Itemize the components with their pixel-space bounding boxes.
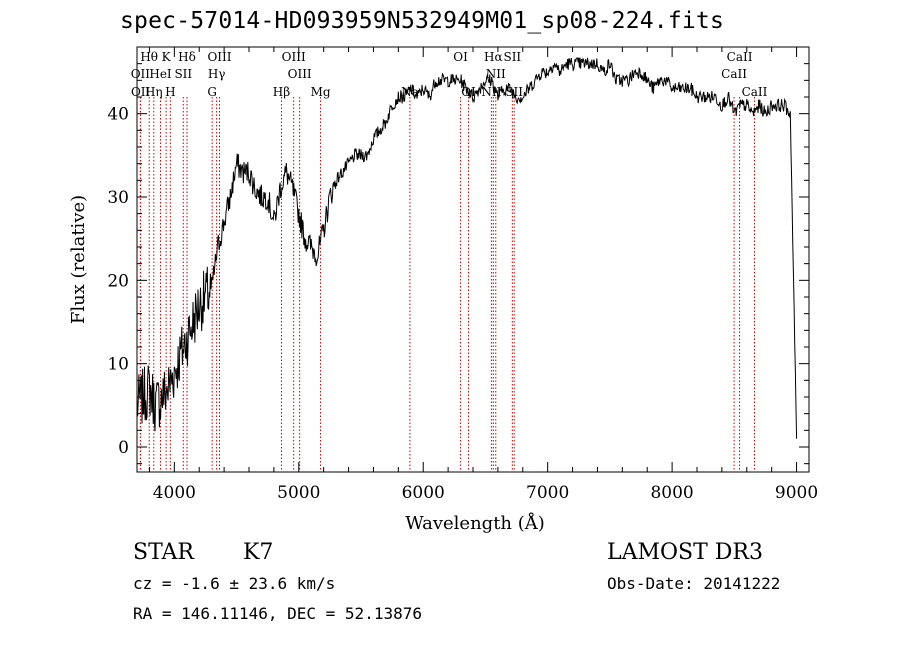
x-axis-label: Wavelength (Å)	[405, 512, 545, 534]
line-label: Hδ	[178, 50, 196, 64]
x-tick-label: 8000	[650, 483, 693, 503]
x-tick-label: 6000	[402, 483, 445, 503]
survey-label: LAMOST DR3	[607, 540, 763, 565]
line-label: OII	[131, 67, 151, 81]
line-label: Hβ	[273, 85, 290, 99]
line-label: Hη	[145, 85, 163, 99]
x-tick-label: 7000	[526, 483, 569, 503]
line-label: OI	[453, 50, 468, 64]
y-tick-label: 0	[118, 438, 129, 458]
line-label: HeI	[149, 67, 172, 81]
line-label: G	[207, 85, 217, 99]
y-tick-label: 10	[107, 355, 129, 375]
line-label: CaII	[727, 50, 753, 64]
y-tick-label: 20	[107, 271, 129, 291]
line-label: OI	[461, 85, 476, 99]
line-label: CaII	[742, 85, 768, 99]
line-label: H	[165, 85, 175, 99]
x-tick-label: 5000	[277, 483, 320, 503]
line-label: OIII	[207, 50, 231, 64]
line-label: Hγ	[208, 67, 226, 81]
line-label: Hα	[484, 50, 503, 64]
y-tick-label: 40	[107, 105, 129, 125]
coords-text: RA = 146.11146, DEC = 52.13876	[133, 604, 422, 623]
x-tick-label: 9000	[775, 483, 818, 503]
line-label: SII	[174, 67, 192, 81]
line-label: Mg	[311, 85, 331, 99]
class-label: STAR	[133, 540, 194, 565]
line-label: SII	[505, 85, 523, 99]
line-label: OII	[131, 85, 151, 99]
line-label: SII	[503, 50, 521, 64]
line-label: K	[162, 50, 172, 64]
redshift-text: cz = -1.6 ± 23.6 km/s	[133, 574, 336, 593]
chart-title: spec-57014-HD093959N532949M01_sp08-224.f…	[120, 8, 725, 34]
spectrum-line	[136, 57, 798, 439]
line-label: Hθ	[140, 50, 158, 64]
y-tick-label: 30	[107, 188, 129, 208]
line-label: NII	[486, 67, 506, 81]
line-label: NII	[481, 85, 501, 99]
x-tick-label: 4000	[153, 483, 196, 503]
y-axis-label: Flux (relative)	[68, 195, 89, 324]
line-label: OIII	[282, 50, 306, 64]
line-label: Na	[401, 85, 419, 99]
plot-frame	[136, 46, 810, 473]
subclass-label: K7	[243, 540, 274, 565]
line-label: OIII	[288, 67, 312, 81]
line-label: CaII	[721, 67, 747, 81]
obs-date-text: Obs-Date: 20141222	[607, 574, 781, 593]
